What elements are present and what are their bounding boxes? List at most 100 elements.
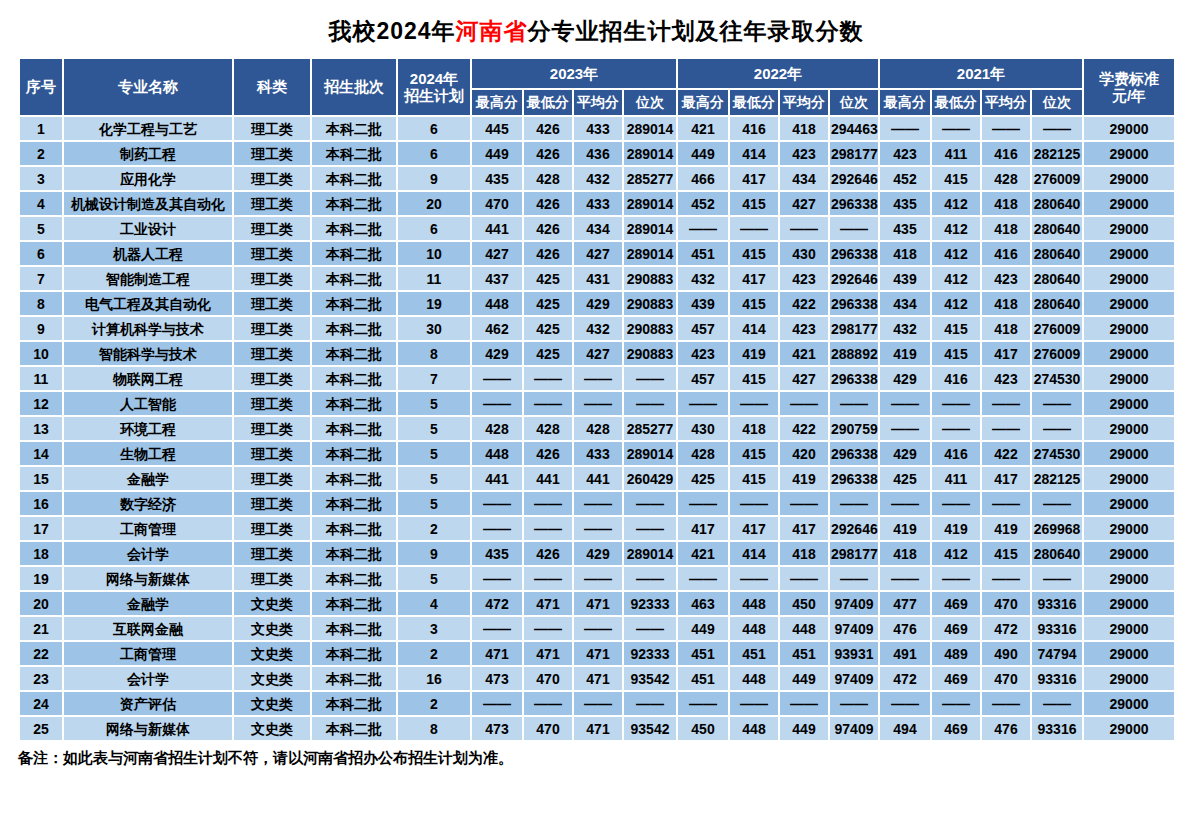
cell-2023-avg: 433 <box>573 116 623 141</box>
cell-2021-rank: —— <box>1031 566 1083 591</box>
cell-2022-min: —— <box>729 391 779 416</box>
column-header-2022-max: 最高分 <box>677 89 729 116</box>
cell-2022-rank: 288892 <box>829 341 879 366</box>
cell-2023-max: 441 <box>471 466 523 491</box>
cell-2021-max: 452 <box>879 166 931 191</box>
cell-tuition: 29000 <box>1083 341 1175 366</box>
cell-tuition: 29000 <box>1083 491 1175 516</box>
cell-2022-max: 417 <box>677 516 729 541</box>
cell-tuition: 29000 <box>1083 691 1175 716</box>
cell-2021-max: 419 <box>879 516 931 541</box>
cell-tuition: 29000 <box>1083 216 1175 241</box>
page: 我校2024年河南省分专业招生计划及往年录取分数 序号 专业名称 科类 招生批次… <box>0 0 1192 768</box>
cell-2021-max: —— <box>879 116 931 141</box>
cell-2021-min: 412 <box>931 266 981 291</box>
cell-2022-max: —— <box>677 691 729 716</box>
cell-2022-min: 415 <box>729 366 779 391</box>
cell-2021-rank: 93316 <box>1031 716 1083 741</box>
cell-2023-rank: —— <box>623 691 677 716</box>
cell-tuition: 29000 <box>1083 466 1175 491</box>
cell-plan-2024: 9 <box>397 166 471 191</box>
cell-2023-avg: 433 <box>573 191 623 216</box>
cell-2023-rank: —— <box>623 391 677 416</box>
cell-plan-2024: 10 <box>397 241 471 266</box>
cell-major: 电气工程及其自动化 <box>63 291 233 316</box>
cell-2022-avg: 448 <box>779 616 829 641</box>
cell-2023-rank: 289014 <box>623 541 677 566</box>
column-header-2023-max: 最高分 <box>471 89 523 116</box>
cell-major: 互联网金融 <box>63 616 233 641</box>
cell-2022-avg: —— <box>779 391 829 416</box>
cell-2021-avg: 470 <box>981 591 1031 616</box>
cell-plan-2024: 11 <box>397 266 471 291</box>
cell-tuition: 29000 <box>1083 191 1175 216</box>
cell-2021-max: 418 <box>879 241 931 266</box>
cell-2023-min: 425 <box>523 341 573 366</box>
cell-2023-min: 426 <box>523 241 573 266</box>
cell-2022-avg: 423 <box>779 266 829 291</box>
cell-2023-rank: 289014 <box>623 116 677 141</box>
table-row: 6机器人工程理工类本科二批104274264272890144514154302… <box>19 241 1175 266</box>
cell-2022-min: 415 <box>729 441 779 466</box>
cell-2021-rank: 282125 <box>1031 466 1083 491</box>
cell-2023-max: —— <box>471 691 523 716</box>
cell-2022-rank: 294463 <box>829 116 879 141</box>
cell-2023-rank: 285277 <box>623 166 677 191</box>
cell-plan-2024: 8 <box>397 716 471 741</box>
cell-2021-min: 469 <box>931 616 981 641</box>
admissions-table: 序号 专业名称 科类 招生批次 2024年招生计划 2023年 2022年 20… <box>18 57 1176 742</box>
cell-2023-avg: —— <box>573 391 623 416</box>
cell-2021-max: 434 <box>879 291 931 316</box>
cell-2021-max: 491 <box>879 641 931 666</box>
cell-2022-max: 457 <box>677 316 729 341</box>
cell-2022-avg: 423 <box>779 316 829 341</box>
cell-2021-rank: 93316 <box>1031 616 1083 641</box>
cell-2021-avg: 418 <box>981 191 1031 216</box>
cell-plan-2024: 16 <box>397 666 471 691</box>
cell-2023-min: 426 <box>523 441 573 466</box>
cell-2021-avg: 419 <box>981 516 1031 541</box>
cell-2023-avg: 471 <box>573 641 623 666</box>
cell-no: 25 <box>19 716 63 741</box>
cell-2022-avg: 422 <box>779 416 829 441</box>
cell-no: 3 <box>19 166 63 191</box>
cell-2021-min: —— <box>931 416 981 441</box>
cell-major: 智能科学与技术 <box>63 341 233 366</box>
cell-2022-rank: 296338 <box>829 366 879 391</box>
cell-2021-avg: 476 <box>981 716 1031 741</box>
cell-2021-avg: 417 <box>981 341 1031 366</box>
cell-2023-min: 426 <box>523 141 573 166</box>
cell-2021-avg: —— <box>981 566 1031 591</box>
cell-2021-min: 469 <box>931 716 981 741</box>
cell-category: 理工类 <box>233 166 311 191</box>
cell-plan-2024: 6 <box>397 141 471 166</box>
cell-2022-min: 414 <box>729 141 779 166</box>
column-header-2023-rank: 位次 <box>623 89 677 116</box>
cell-tuition: 29000 <box>1083 116 1175 141</box>
cell-2023-min: —— <box>523 616 573 641</box>
cell-category: 理工类 <box>233 266 311 291</box>
cell-2022-avg: 418 <box>779 541 829 566</box>
cell-major: 人工智能 <box>63 391 233 416</box>
cell-2022-min: 448 <box>729 616 779 641</box>
cell-major: 计算机科学与技术 <box>63 316 233 341</box>
cell-2023-avg: 433 <box>573 441 623 466</box>
table-row: 25网络与新媒体文史类本科二批8473470471935424504484499… <box>19 716 1175 741</box>
cell-2022-avg: 420 <box>779 441 829 466</box>
cell-no: 11 <box>19 366 63 391</box>
cell-2023-rank: 285277 <box>623 416 677 441</box>
cell-2021-min: 469 <box>931 666 981 691</box>
cell-2021-rank: 280640 <box>1031 191 1083 216</box>
cell-2022-avg: 451 <box>779 641 829 666</box>
table-row: 10智能科学与技术理工类本科二批842942542729088342341942… <box>19 341 1175 366</box>
cell-2021-avg: 423 <box>981 366 1031 391</box>
cell-2022-max: 439 <box>677 291 729 316</box>
cell-plan-2024: 8 <box>397 341 471 366</box>
cell-tuition: 29000 <box>1083 391 1175 416</box>
cell-batch: 本科二批 <box>311 316 397 341</box>
cell-category: 理工类 <box>233 541 311 566</box>
cell-2021-avg: 490 <box>981 641 1031 666</box>
cell-tuition: 29000 <box>1083 316 1175 341</box>
cell-category: 理工类 <box>233 216 311 241</box>
cell-2022-rank: 93931 <box>829 641 879 666</box>
